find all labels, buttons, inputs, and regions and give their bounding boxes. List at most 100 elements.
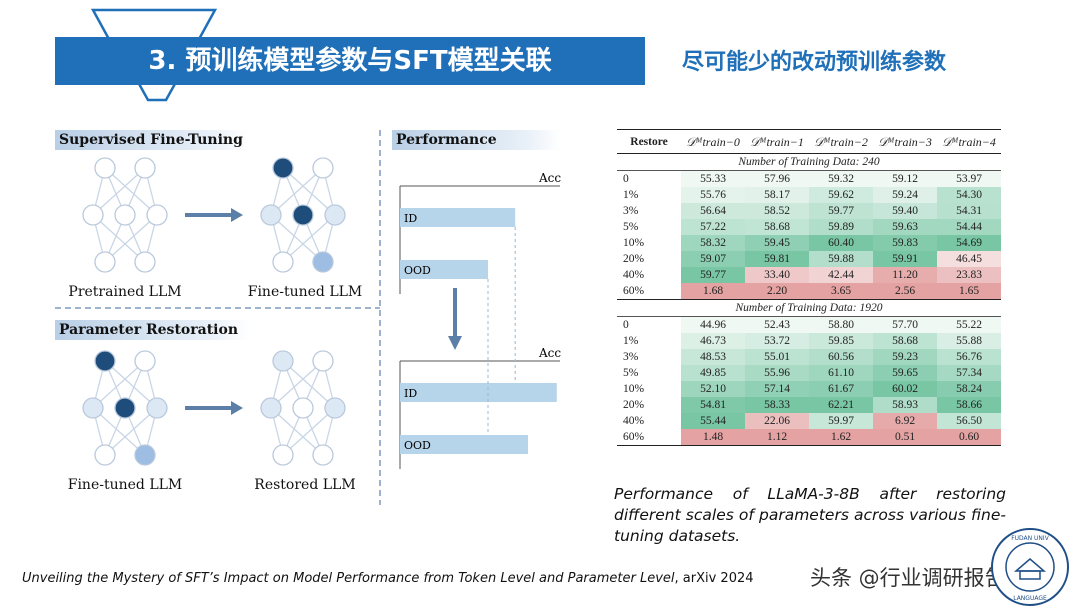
network-node [312, 251, 334, 273]
table-cell: 55.33 [681, 170, 745, 187]
table-row: 1% 46.73 53.72 59.85 58.68 55.88 [617, 333, 1001, 349]
section-title-row: Number of Training Data: 1920 [617, 299, 1001, 317]
table-cell: 56.50 [937, 413, 1001, 429]
perf-bottom-bar-ood [400, 435, 528, 454]
table-cell: 1.62 [809, 429, 873, 446]
table-cell: 59.97 [809, 413, 873, 429]
network-diagrams [55, 130, 381, 505]
network-node [260, 204, 282, 226]
table-row: 20% 54.81 58.33 62.21 58.93 58.66 [617, 397, 1001, 413]
table-cell: 58.68 [873, 333, 937, 349]
col-header-restore: Restore [617, 129, 681, 154]
table-cell: 46.73 [681, 333, 745, 349]
table-row: 0 44.96 52.43 58.80 57.70 55.22 [617, 316, 1001, 333]
table-cell: 1.12 [745, 429, 809, 446]
page-title: 3. 预训练模型参数与SFT模型关联 [148, 46, 552, 76]
table-cell: 56.64 [681, 203, 745, 219]
network-node [146, 397, 168, 419]
sft-label: Supervised Fine-Tuning [55, 130, 249, 150]
table-cell: 22.06 [745, 413, 809, 429]
table-cell: 54.30 [937, 187, 1001, 203]
table-cell: 58.32 [681, 235, 745, 251]
table-cell: 2.56 [873, 283, 937, 300]
table-cell: 59.07 [681, 251, 745, 267]
perf-bottom-bar-label: OOD [404, 439, 431, 452]
network-node [134, 444, 156, 466]
table-row: 5% 49.85 55.96 61.10 59.65 57.34 [617, 365, 1001, 381]
network-node [114, 204, 136, 226]
row-label: 0 [623, 173, 629, 185]
restored-network [260, 350, 346, 466]
sft-arrow-head [231, 208, 243, 222]
table-cell: 3.65 [809, 283, 873, 300]
table-cell: 57.14 [745, 381, 809, 397]
table-cell: 53.97 [937, 170, 1001, 187]
table-cell: 59.32 [809, 170, 873, 187]
table-cell: 54.69 [937, 235, 1001, 251]
table-cell: 59.62 [809, 187, 873, 203]
table-cell: 55.76 [681, 187, 745, 203]
row-label: 60% [623, 285, 645, 297]
network-node [272, 444, 294, 466]
table-cell: 58.93 [873, 397, 937, 413]
restored-llm-caption: Restored LLM [254, 477, 356, 493]
svg-text:FUDAN UNIV: FUDAN UNIV [1011, 535, 1050, 542]
pretrained-llm-caption: Pretrained LLM [68, 284, 182, 300]
finetuned-llm-caption-2: Fine-tuned LLM [67, 477, 183, 493]
perf-down-arrow-head [448, 336, 462, 350]
table-cell: 1.65 [937, 283, 1001, 300]
table-cell: 59.88 [809, 251, 873, 267]
table-cell: 1.48 [681, 429, 745, 446]
table-cell: 59.63 [873, 219, 937, 235]
table-cell: 59.91 [873, 251, 937, 267]
table-cell: 58.52 [745, 203, 809, 219]
table-cell: 0.51 [873, 429, 937, 446]
table-cell: 59.85 [809, 333, 873, 349]
table-cell: 52.43 [745, 316, 809, 333]
table-cell: 58.80 [809, 316, 873, 333]
table-cell: 53.72 [745, 333, 809, 349]
pretrained-network [82, 157, 168, 273]
table-cell: 1.68 [681, 283, 745, 300]
table-cell: 2.20 [745, 283, 809, 300]
network-node [134, 157, 156, 179]
finetuned-network-2 [82, 350, 168, 466]
row-label: 10% [623, 237, 645, 249]
table-cell: 55.88 [937, 333, 1001, 349]
network-node [94, 251, 116, 273]
perf-bottom-bar-label: ID [404, 387, 417, 400]
row-label: 3% [623, 205, 639, 217]
row-label: 5% [623, 367, 639, 379]
table-cell: 57.22 [681, 219, 745, 235]
paper-reference: Unveiling the Mystery of SFT’s Impact on… [22, 571, 754, 586]
table-cell: 54.31 [937, 203, 1001, 219]
network-node [114, 397, 136, 419]
network-node [272, 251, 294, 273]
section-title-row: Number of Training Data: 240 [617, 153, 1001, 171]
network-node [312, 350, 334, 372]
network-node [82, 397, 104, 419]
paper-venue: , arXiv 2024 [674, 571, 754, 586]
table-cell: 54.81 [681, 397, 745, 413]
network-node [82, 204, 104, 226]
table-cell: 55.96 [745, 365, 809, 381]
network-node [146, 204, 168, 226]
performance-label: Performance [392, 130, 561, 150]
network-node [94, 157, 116, 179]
col-header-dataset-2: 𝒟ᴹtrain−2 [809, 129, 873, 154]
section-title: Number of Training Data: 1920 [617, 299, 1001, 317]
table-cell: 59.40 [873, 203, 937, 219]
table-cell: 56.76 [937, 349, 1001, 365]
table-cell: 59.77 [681, 267, 745, 283]
finetuned-llm-caption: Fine-tuned LLM [247, 284, 363, 300]
perf-bottom-bar-id [400, 383, 557, 402]
row-label: 10% [623, 383, 645, 395]
table-cell: 55.22 [937, 316, 1001, 333]
table-cell: 0.60 [937, 429, 1001, 446]
page-subtitle: 尽可能少的改动预训练参数 [682, 50, 947, 75]
table-cell: 57.70 [873, 316, 937, 333]
table-cell: 59.81 [745, 251, 809, 267]
table-cell: 59.77 [809, 203, 873, 219]
table-cell: 57.34 [937, 365, 1001, 381]
perf-top-bar-id [400, 208, 516, 227]
